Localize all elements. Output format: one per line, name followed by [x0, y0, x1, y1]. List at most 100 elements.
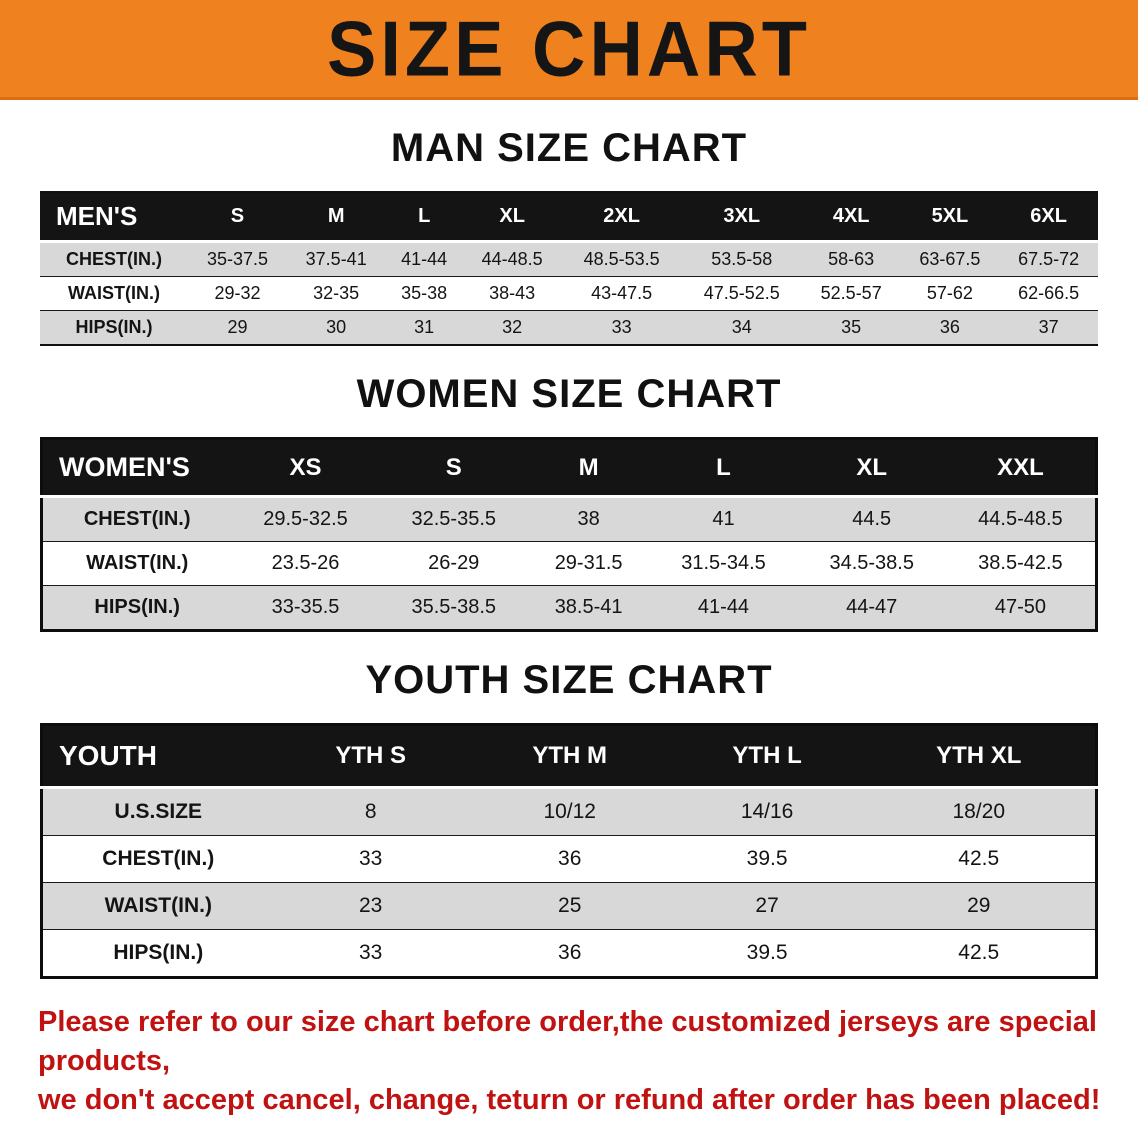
table-cell: 26-29: [428, 552, 480, 574]
row-label: HIPS(IN.): [113, 941, 204, 964]
table-cell: 37: [1038, 317, 1059, 337]
table-cell: 29-32: [214, 283, 261, 303]
table-corner-label: MEN'S: [40, 192, 189, 243]
table-cell: 38.5-41: [554, 596, 623, 618]
youth-size-section: YOUTH SIZE CHART YOUTH YTH S YTH M YTH L YTH…: [0, 658, 1138, 979]
women-size-table: WOMEN'S XS S M L XL XXL CHEST(IN.) 29.5-32.5 32.5…: [40, 437, 1098, 632]
notice-line-2: we don't accept cancel, change, teturn o…: [38, 1084, 1101, 1117]
table-cell: 52.5-57: [820, 283, 882, 303]
table-cell: 36: [558, 847, 582, 870]
page-title: SIZE CHART: [327, 4, 811, 93]
table-header-row: WOMEN'S XS S M L XL XXL: [41, 438, 1097, 498]
table-cell: 35.5-38.5: [411, 596, 496, 618]
table-cell: 47.5-52.5: [703, 283, 780, 303]
row-label: CHEST(IN.): [66, 249, 163, 269]
table-row: CHEST(IN.) 33 36 39.5 42.5: [41, 835, 1097, 883]
table-cell: 67.5-72: [1018, 249, 1080, 269]
women-size-section: WOMEN SIZE CHART WOMEN'S XS S M L XL XXL CHEST(…: [0, 372, 1138, 632]
table-cell: 41-44: [697, 596, 750, 618]
table-cell: 29.5-32.5: [263, 508, 348, 530]
table-cell: 41: [712, 508, 735, 530]
table-cell: 32: [502, 317, 523, 337]
table-cell: 63-67.5: [919, 249, 981, 269]
table-row: HIPS(IN.) 33-35.5 35.5-38.5 38.5-41 41-44 44-…: [41, 585, 1097, 631]
size-column-header: 5XL: [900, 192, 1000, 243]
table-cell: 35-37.5: [206, 249, 268, 269]
row-label: HIPS(IN.): [94, 596, 180, 618]
table-cell: 33: [611, 317, 632, 337]
table-cell: 42.5: [958, 847, 1000, 870]
size-column-header: S: [379, 438, 528, 498]
table-row: HIPS(IN.) 33 36 39.5 42.5: [41, 929, 1097, 978]
men-section-heading: MAN SIZE CHART: [390, 126, 748, 170]
table-cell: 34: [731, 317, 752, 337]
table-cell: 39.5: [746, 941, 788, 964]
table-row: U.S.SIZE 8 10/12 14/16 18/20: [41, 787, 1097, 836]
table-cell: 33: [358, 941, 383, 964]
row-label: WAIST(IN.): [68, 283, 161, 303]
row-label: CHEST(IN.): [102, 847, 215, 870]
table-cell: 23: [358, 894, 383, 917]
table-cell: 14/16: [740, 800, 794, 823]
row-label: WAIST(IN.): [86, 552, 189, 574]
table-cell: 44.5-48.5: [978, 508, 1063, 530]
youth-size-table: YOUTH YTH S YTH M YTH L YTH XL U.S.SIZE 8 10/12…: [40, 723, 1098, 979]
table-cell: 30: [326, 317, 347, 337]
table-cell: 36: [558, 941, 582, 964]
table-cell: 32-35: [313, 283, 360, 303]
table-cell: 62-66.5: [1018, 283, 1080, 303]
banner: SIZE CHART: [0, 0, 1138, 100]
table-cell: 29: [227, 317, 248, 337]
table-cell: 53.5-58: [711, 249, 773, 269]
table-cell: 39.5: [746, 847, 788, 870]
table-header-row: MEN'S S M L XL 2XL 3XL 4XL 5XL 6XL: [40, 192, 1098, 243]
table-header-row: YOUTH YTH S YTH M YTH L YTH XL: [41, 724, 1097, 789]
table-cell: 35: [841, 317, 862, 337]
table-cell: 41-44: [401, 249, 448, 269]
table-cell: 34.5-38.5: [829, 552, 914, 574]
size-column-header: YTH S: [273, 724, 468, 789]
table-cell: 27: [755, 894, 779, 917]
size-column-header: XXL: [945, 438, 1097, 498]
size-column-header: XL: [797, 438, 946, 498]
table-cell: 10/12: [543, 800, 596, 823]
men-size-section: MAN SIZE CHART MEN'S S M L XL 2XL 3XL 4XL 5XL 6XL…: [0, 126, 1138, 346]
table-cell: 8: [364, 800, 377, 823]
table-cell: 47-50: [994, 596, 1046, 618]
table-cell: 33-35.5: [271, 596, 340, 618]
size-column-header: S: [188, 192, 287, 243]
row-label: U.S.SIZE: [114, 800, 203, 823]
table-cell: 38: [577, 508, 600, 530]
table-row: WAIST(IN.) 23 25 27 29: [41, 882, 1097, 930]
table-cell: 36: [939, 317, 960, 337]
table-row: HIPS(IN.) 29 30 31 32 33 34 35 36 37: [40, 310, 1098, 345]
table-cell: 58-63: [828, 249, 875, 269]
table-cell: 42.5: [958, 941, 1000, 964]
size-column-header: 6XL: [999, 192, 1098, 243]
table-cell: 57-62: [926, 283, 973, 303]
size-column-header: 2XL: [561, 192, 682, 243]
table-cell: 29: [967, 894, 991, 917]
size-column-header: 4XL: [801, 192, 901, 243]
table-cell: 31: [414, 317, 435, 337]
size-column-header: YTH L: [671, 724, 863, 789]
table-cell: 29-31.5: [554, 552, 623, 574]
table-cell: 25: [558, 894, 582, 917]
size-column-header: YTH XL: [862, 724, 1097, 789]
size-column-header: L: [649, 438, 798, 498]
table-cell: 44-48.5: [481, 249, 543, 269]
row-label: CHEST(IN.): [83, 508, 191, 530]
table-cell: 18/20: [952, 800, 1006, 823]
table-cell: 44.5: [852, 508, 892, 530]
size-column-header: M: [286, 192, 386, 243]
table-cell: 35-38: [401, 283, 448, 303]
size-column-header: YTH M: [467, 724, 672, 789]
size-column-header: XS: [231, 438, 380, 498]
notice-line-1: Please refer to our size chart before or…: [38, 1006, 1097, 1078]
table-corner-label: YOUTH: [41, 724, 274, 789]
footer-notice: Please refer to our size chart before or…: [0, 1003, 1138, 1120]
row-label: HIPS(IN.): [75, 317, 153, 337]
table-row: WAIST(IN.) 23.5-26 26-29 29-31.5 31.5-34.5 34…: [41, 541, 1097, 586]
table-row: CHEST(IN.) 35-37.5 37.5-41 41-44 44-48.5 48.5…: [40, 241, 1098, 277]
